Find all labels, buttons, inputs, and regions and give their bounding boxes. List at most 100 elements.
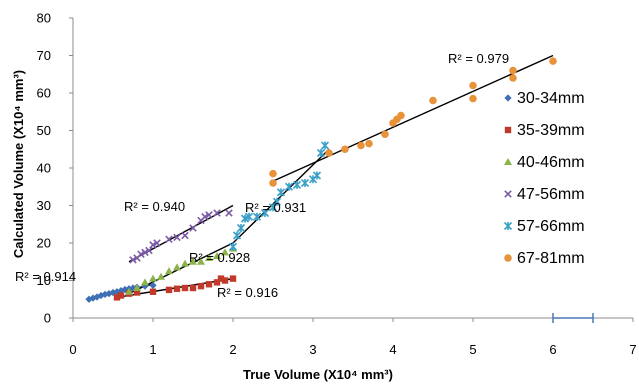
- legend-marker-35-39mm: [504, 126, 512, 134]
- trendlines: [88, 54, 554, 300]
- data-point-40-46mm: [189, 257, 197, 265]
- data-point-57-66mm: [320, 141, 330, 150]
- axes: 0 10 20 30 40 50 60 70 80 0 1 2 3 4 5 6 7: [37, 11, 637, 358]
- data-point-47-56mm: [225, 209, 233, 217]
- y-tick-label: 50: [37, 123, 51, 138]
- legend-label-40-46mm: 40-46mm: [517, 154, 585, 171]
- data-point-57-66mm: [316, 148, 326, 158]
- data-point-40-46mm: [133, 284, 141, 291]
- x-tick-label: 0: [69, 342, 76, 357]
- data-point-35-39mm: [189, 284, 197, 292]
- legend: 30-34mm 35-39mm 40-46mm 47-56mm 57-66mm 67-81…: [503, 90, 585, 267]
- data-point-57-66mm: [312, 171, 322, 180]
- y-tick-label: 10: [37, 273, 51, 288]
- y-tick-label: 0: [44, 311, 51, 326]
- data-point-35-39mm: [205, 281, 213, 288]
- data-point-67-81mm: [509, 66, 517, 75]
- r2-label-40-46mm: R² = 0.928: [189, 250, 250, 265]
- data-point-47-56mm: [173, 233, 181, 242]
- legend-label-57-66mm: 57-66mm: [517, 218, 585, 235]
- data-point-35-39mm: [229, 275, 237, 282]
- data-point-40-46mm: [141, 278, 149, 286]
- legend-label-30-34mm: 30-34mm: [517, 90, 585, 107]
- x-axis-title: True Volume (X10⁴ mm³): [243, 367, 393, 382]
- data-point-67-81mm: [509, 74, 517, 82]
- data-point-40-46mm: [173, 263, 181, 271]
- data-point-57-66mm: [260, 208, 270, 218]
- data-point-40-46mm: [165, 267, 173, 275]
- data-point-35-39mm: [149, 288, 157, 295]
- legend-marker-47-56mm: [504, 190, 512, 198]
- data-point-47-56mm: [129, 256, 137, 264]
- r2-label-67-81mm: R² = 0.979: [448, 51, 509, 66]
- data-point-67-81mm: [341, 145, 349, 154]
- data-point-35-39mm: [173, 285, 181, 292]
- x-tick-label: 1: [149, 342, 156, 357]
- y-tick-label: 20: [37, 236, 51, 251]
- data-point-40-46mm: [197, 257, 205, 265]
- data-point-35-39mm: [213, 279, 221, 286]
- data-point-67-81mm: [429, 96, 437, 105]
- y-tick-label: 40: [37, 161, 51, 176]
- y-axis-title: Calculated Volume (X10⁴ mm³): [11, 70, 26, 258]
- data-point-35-39mm: [117, 292, 125, 299]
- legend-marker-67-81mm: [504, 254, 512, 262]
- data-point-67-81mm: [357, 141, 365, 150]
- legend-label-47-56mm: 47-56mm: [517, 186, 585, 203]
- data-point-67-81mm: [365, 139, 373, 148]
- data-point-57-66mm: [244, 212, 254, 221]
- legend-marker-40-46mm: [504, 158, 512, 165]
- data-point-47-56mm: [181, 231, 189, 240]
- data-point-35-39mm: [217, 275, 225, 282]
- data-point-35-39mm: [221, 277, 229, 284]
- data-point-57-66mm: [272, 197, 282, 206]
- y-tick-label: 80: [37, 11, 51, 26]
- r2-label-35-39mm: R² = 0.916: [217, 285, 278, 300]
- legend-label-67-81mm: 67-81mm: [517, 250, 585, 267]
- data-point-47-56mm: [141, 248, 149, 257]
- data-point-47-56mm: [213, 209, 221, 217]
- data-point-57-66mm: [276, 188, 286, 197]
- y-tick-label: 70: [37, 48, 51, 63]
- data-point-67-81mm: [269, 169, 277, 178]
- data-point-57-66mm: [292, 180, 302, 189]
- data-point-67-81mm: [269, 179, 277, 187]
- data-point-35-39mm: [197, 282, 205, 290]
- data-point-57-66mm: [232, 231, 242, 240]
- data-point-40-46mm: [213, 252, 221, 260]
- data-point-67-81mm: [549, 57, 557, 65]
- data-point-57-66mm: [284, 182, 294, 191]
- data-point-40-46mm: [221, 248, 229, 256]
- data-point-47-56mm: [205, 211, 213, 219]
- r2-label-30-34mm: R² = 0.914: [15, 269, 76, 284]
- data-point-47-56mm: [165, 235, 173, 244]
- data-point-40-46mm: [205, 254, 213, 261]
- data-point-35-39mm: [113, 294, 121, 301]
- data-point-35-39mm: [165, 286, 173, 294]
- data-point-47-56mm: [201, 212, 209, 221]
- x-tick-label: 4: [389, 342, 396, 357]
- data-point-40-46mm: [181, 259, 189, 267]
- data-point-47-56mm: [189, 224, 197, 232]
- data-point-57-66mm: [236, 223, 246, 233]
- data-points: [85, 57, 594, 323]
- data-point-30-34mm: [149, 281, 157, 289]
- data-point-57-66mm: [240, 214, 250, 223]
- data-point-47-56mm: [153, 239, 161, 247]
- r2-label-57-66mm: R² = 0.931: [245, 200, 306, 215]
- data-point-40-46mm: [157, 272, 165, 280]
- trendline-67-81mm: [272, 54, 554, 182]
- data-point-57-66mm: [228, 242, 238, 251]
- x-tick-label: 3: [309, 342, 316, 357]
- data-point-67-81mm: [381, 130, 389, 139]
- data-point-40-46mm: [149, 274, 157, 282]
- x-tick-label: 5: [469, 342, 476, 357]
- y-tick-label: 60: [37, 86, 51, 101]
- data-point-47-56mm: [137, 250, 145, 259]
- data-point-35-39mm: [133, 289, 141, 296]
- data-point-57-66mm: [300, 178, 310, 188]
- legend-marker-30-34mm: [504, 94, 512, 102]
- data-point-47-56mm: [145, 246, 153, 255]
- data-point-67-81mm: [469, 94, 477, 103]
